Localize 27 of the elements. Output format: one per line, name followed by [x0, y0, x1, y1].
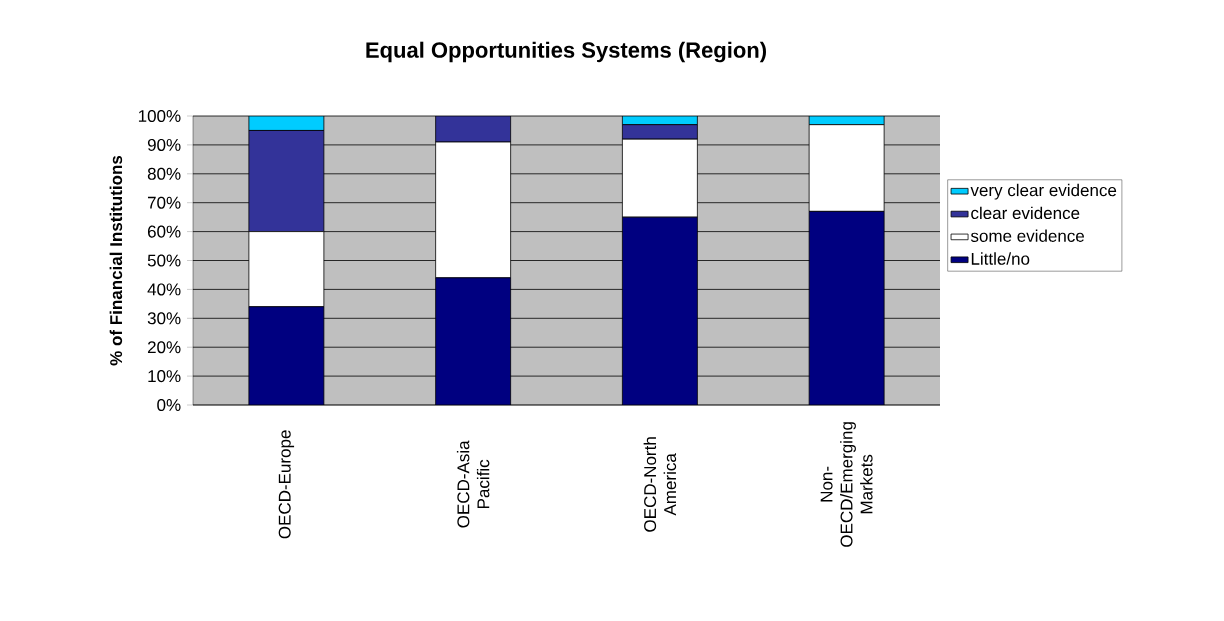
x-tick-label: Non-OECD/Emerging Markets	[820, 422, 873, 547]
y-tick-label: 60%	[147, 225, 181, 238]
x-tick-label: OECD-Asia Pacific	[456, 440, 490, 528]
chart-title: Equal Opportunities Systems (Region)	[366, 41, 766, 63]
y-axis-title: % of Financial Institutions	[109, 155, 123, 366]
bar	[248, 306, 325, 406]
y-tick-label: 70%	[147, 196, 181, 209]
y-tick-label: 10%	[148, 370, 181, 383]
x-tick-label: OECD-North America	[643, 437, 677, 532]
y-tick-label: 50%	[147, 254, 181, 267]
legend-label: clear evidence	[971, 206, 1080, 220]
y-tick-label: 0%	[157, 398, 181, 412]
y-tick-label: 30%	[147, 312, 181, 325]
legend-label: some evidence	[970, 229, 1085, 242]
legend-label: very clear evidence	[970, 183, 1117, 200]
y-tick-label: 20%	[147, 341, 181, 354]
bar	[808, 210, 885, 406]
x-tick-label: OECD-Europe	[278, 430, 295, 539]
y-tick-label: 100%	[138, 109, 181, 123]
bar	[248, 130, 325, 233]
y-tick-label: 90%	[147, 138, 181, 151]
y-tick-label: 80%	[147, 167, 181, 180]
y-tick-label: 40%	[147, 283, 181, 296]
bar	[621, 216, 698, 406]
legend-label: Little/no	[971, 252, 1030, 265]
bar	[435, 116, 512, 143]
bar	[435, 277, 512, 406]
